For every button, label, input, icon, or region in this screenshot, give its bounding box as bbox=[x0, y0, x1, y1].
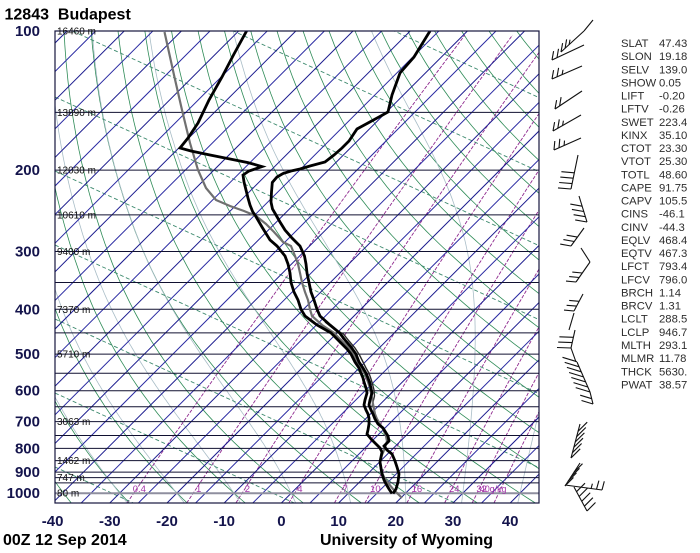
svg-text:CINV: CINV bbox=[621, 222, 648, 234]
svg-text:CAPV: CAPV bbox=[621, 196, 652, 208]
svg-text:MLTH: MLTH bbox=[621, 340, 651, 352]
svg-text:THCK: THCK bbox=[621, 366, 652, 378]
svg-text:35.10: 35.10 bbox=[659, 130, 687, 142]
svg-text:5630.: 5630. bbox=[659, 366, 687, 378]
svg-text:LFCV: LFCV bbox=[621, 274, 650, 286]
svg-text:SWET: SWET bbox=[621, 117, 654, 129]
svg-text:48.60: 48.60 bbox=[659, 169, 687, 181]
svg-text:LFCT: LFCT bbox=[621, 261, 649, 273]
svg-text:-40: -40 bbox=[42, 513, 64, 530]
svg-text:-0.26: -0.26 bbox=[659, 104, 685, 116]
svg-text:600: 600 bbox=[15, 383, 40, 400]
svg-text:LFTV: LFTV bbox=[621, 104, 649, 116]
svg-text:10: 10 bbox=[330, 513, 347, 530]
svg-text:TOTL: TOTL bbox=[621, 169, 650, 181]
svg-text:793.4: 793.4 bbox=[659, 261, 687, 273]
svg-text:16: 16 bbox=[412, 484, 423, 495]
svg-text:LCLT: LCLT bbox=[621, 314, 648, 326]
svg-text:400: 400 bbox=[15, 301, 40, 318]
svg-text:0.4: 0.4 bbox=[133, 484, 146, 495]
svg-text:7370 m: 7370 m bbox=[57, 305, 90, 316]
svg-text:288.5: 288.5 bbox=[659, 314, 687, 326]
svg-text:293.1: 293.1 bbox=[659, 340, 687, 352]
svg-text:30: 30 bbox=[445, 513, 462, 530]
svg-text:1.31: 1.31 bbox=[659, 301, 681, 313]
svg-text:EQTV: EQTV bbox=[621, 248, 652, 260]
svg-text:0.05: 0.05 bbox=[659, 77, 681, 89]
svg-text:SHOW: SHOW bbox=[621, 77, 656, 89]
svg-text:PWAT: PWAT bbox=[621, 379, 652, 391]
svg-text:500: 500 bbox=[15, 346, 40, 363]
svg-text:47.43: 47.43 bbox=[659, 38, 687, 50]
svg-text:-30: -30 bbox=[99, 513, 121, 530]
svg-text:9400 m: 9400 m bbox=[57, 247, 90, 258]
svg-text:223.4: 223.4 bbox=[659, 117, 687, 129]
svg-text:467.3: 467.3 bbox=[659, 248, 687, 260]
svg-text:23.30: 23.30 bbox=[659, 143, 687, 155]
svg-text:38.57: 38.57 bbox=[659, 379, 687, 391]
svg-text:1: 1 bbox=[196, 484, 201, 495]
svg-text:91.75: 91.75 bbox=[659, 182, 687, 194]
svg-text:11.78: 11.78 bbox=[659, 353, 686, 365]
svg-text:24: 24 bbox=[449, 484, 460, 495]
svg-text:University of Wyoming: University of Wyoming bbox=[320, 532, 493, 549]
svg-text:100: 100 bbox=[15, 23, 40, 40]
svg-text:10: 10 bbox=[370, 484, 381, 495]
svg-text:1.14: 1.14 bbox=[659, 287, 681, 299]
svg-text:0: 0 bbox=[277, 513, 285, 530]
svg-text:32: 32 bbox=[476, 484, 487, 495]
svg-text:-20: -20 bbox=[156, 513, 178, 530]
svg-text:1000: 1000 bbox=[7, 485, 40, 502]
svg-text:4: 4 bbox=[297, 484, 302, 495]
svg-text:900: 900 bbox=[15, 464, 40, 481]
svg-text:105.5: 105.5 bbox=[659, 196, 687, 208]
svg-text:16460 m: 16460 m bbox=[57, 27, 96, 38]
svg-text:2: 2 bbox=[245, 484, 250, 495]
svg-text:-0.20: -0.20 bbox=[659, 91, 685, 103]
svg-text:CAPE: CAPE bbox=[621, 182, 652, 194]
svg-text:SELV: SELV bbox=[621, 64, 650, 76]
svg-text:139.0: 139.0 bbox=[659, 64, 687, 76]
svg-text:946.7: 946.7 bbox=[659, 327, 687, 339]
svg-text:25.30: 25.30 bbox=[659, 156, 687, 168]
svg-text:VTOT: VTOT bbox=[621, 156, 651, 168]
svg-text:468.4: 468.4 bbox=[659, 235, 687, 247]
svg-text:BRCH: BRCH bbox=[621, 287, 653, 299]
svg-text:1462 m: 1462 m bbox=[57, 456, 90, 467]
svg-text:KINX: KINX bbox=[621, 130, 648, 142]
svg-text:SLAT: SLAT bbox=[621, 38, 649, 50]
svg-text:12030 m: 12030 m bbox=[57, 166, 96, 177]
svg-text:SLON: SLON bbox=[621, 51, 652, 63]
svg-text:10610 m: 10610 m bbox=[57, 210, 96, 221]
svg-text:MLMR: MLMR bbox=[621, 353, 654, 365]
svg-text:CTOT: CTOT bbox=[621, 143, 652, 155]
svg-text:40g/kg: 40g/kg bbox=[480, 484, 507, 494]
svg-text:CINS: CINS bbox=[621, 209, 648, 221]
svg-text:3063 m: 3063 m bbox=[57, 417, 90, 428]
svg-text:800: 800 bbox=[15, 440, 40, 457]
svg-text:EQLV: EQLV bbox=[621, 235, 651, 247]
svg-text:80 m: 80 m bbox=[57, 489, 79, 500]
svg-text:-44.3: -44.3 bbox=[659, 222, 685, 234]
svg-text:-46.1: -46.1 bbox=[659, 209, 685, 221]
svg-text:13890 m: 13890 m bbox=[57, 108, 96, 119]
svg-text:747 m: 747 m bbox=[57, 473, 85, 484]
svg-text:12843 Budapest: 12843 Budapest bbox=[5, 7, 132, 24]
svg-text:796.0: 796.0 bbox=[659, 274, 687, 286]
svg-text:200: 200 bbox=[15, 162, 40, 179]
svg-text:19.18: 19.18 bbox=[659, 51, 687, 63]
svg-text:20: 20 bbox=[387, 513, 404, 530]
svg-text:00Z 12 Sep 2014: 00Z 12 Sep 2014 bbox=[3, 532, 127, 549]
svg-text:LIFT: LIFT bbox=[621, 91, 644, 103]
svg-text:BRCV: BRCV bbox=[621, 301, 653, 313]
svg-text:700: 700 bbox=[15, 414, 40, 431]
svg-text:LCLP: LCLP bbox=[621, 327, 649, 339]
svg-text:40: 40 bbox=[502, 513, 519, 530]
svg-text:5710 m: 5710 m bbox=[57, 350, 90, 361]
svg-text:-10: -10 bbox=[213, 513, 235, 530]
svg-text:7: 7 bbox=[342, 484, 347, 495]
svg-text:300: 300 bbox=[15, 244, 40, 261]
